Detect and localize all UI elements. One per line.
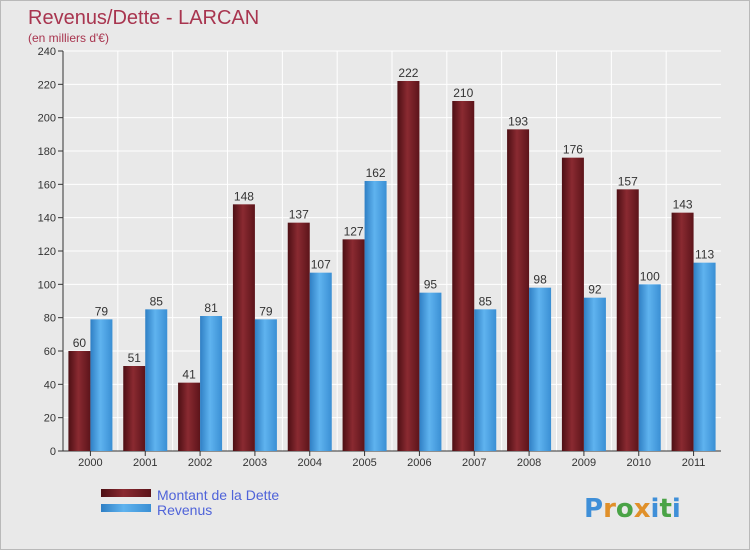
data-label-revenus-2003: 79 bbox=[259, 304, 273, 318]
data-label-revenus-2005: 162 bbox=[366, 166, 386, 180]
bar-dette-2009 bbox=[561, 157, 584, 451]
bar-revenus-2006 bbox=[419, 292, 442, 451]
y-tick-label: 0 bbox=[50, 446, 56, 458]
bar-revenus-2009 bbox=[583, 297, 606, 451]
data-label-revenus-2000: 79 bbox=[95, 304, 109, 318]
axes: 0 20 40 60 80 100 120 140 160 180 200 220 240 2000 200… bbox=[38, 46, 721, 469]
y-tick-label: 180 bbox=[38, 146, 56, 158]
bar-dette-2000 bbox=[68, 351, 91, 451]
y-tick-label: 200 bbox=[38, 113, 56, 125]
logo-text: Proxiti bbox=[584, 494, 681, 524]
bar-revenus-2003 bbox=[254, 319, 277, 451]
data-label-dette-2005: 127 bbox=[344, 224, 364, 238]
bar-dette-2005 bbox=[342, 239, 365, 451]
bar-dette-2002 bbox=[178, 382, 201, 451]
data-label-revenus-2010: 100 bbox=[640, 269, 660, 283]
logo-letter: t bbox=[659, 494, 671, 524]
logo-letter: P bbox=[584, 494, 603, 524]
data-label-dette-2008: 193 bbox=[508, 114, 528, 128]
proxiti-logo: Proxiti bbox=[584, 494, 681, 524]
x-tick-label: 2004 bbox=[298, 457, 322, 469]
grid bbox=[63, 50, 721, 452]
data-label-revenus-2007: 85 bbox=[479, 294, 493, 308]
data-label-dette-2007: 210 bbox=[453, 86, 473, 100]
y-tick-label: 80 bbox=[44, 313, 56, 325]
bar-revenus-2007 bbox=[474, 309, 497, 451]
x-tick-label: 2011 bbox=[682, 457, 706, 469]
bar-dette-2003 bbox=[232, 204, 255, 451]
logo-letter: o bbox=[616, 494, 634, 524]
data-label-revenus-2008: 98 bbox=[533, 273, 547, 287]
x-tick-label: 2006 bbox=[407, 457, 431, 469]
bar-revenus-2002 bbox=[200, 316, 223, 451]
data-label-revenus-2004: 107 bbox=[311, 258, 331, 272]
bar-dette-2007 bbox=[452, 101, 475, 451]
data-labels: 60 79 51 85 41 81 148 79 137 107 127 162 222 95 210 85 1… bbox=[73, 66, 715, 382]
x-tick-label: 2009 bbox=[572, 457, 596, 469]
data-label-revenus-2009: 92 bbox=[588, 283, 602, 297]
legend-label-revenus: Revenus bbox=[157, 502, 212, 518]
logo-letter: x bbox=[634, 494, 651, 524]
data-label-dette-2003: 148 bbox=[234, 189, 254, 203]
data-label-dette-2006: 222 bbox=[398, 66, 418, 80]
data-label-dette-2004: 137 bbox=[289, 208, 309, 222]
x-tick-label: 2008 bbox=[517, 457, 541, 469]
data-label-dette-2002: 41 bbox=[182, 368, 196, 382]
data-label-dette-2010: 157 bbox=[618, 174, 638, 188]
bar-revenus-2010 bbox=[638, 284, 661, 451]
data-label-dette-2001: 51 bbox=[128, 351, 142, 365]
bar-dette-2008 bbox=[507, 129, 530, 452]
bar-revenus-2011 bbox=[693, 262, 716, 451]
data-label-revenus-2006: 95 bbox=[424, 278, 438, 292]
bar-dette-2011 bbox=[671, 212, 694, 451]
bar-dette-2006 bbox=[397, 81, 420, 451]
data-label-dette-2009: 176 bbox=[563, 143, 583, 157]
bar-revenus-2000 bbox=[90, 319, 113, 451]
data-label-revenus-2002: 81 bbox=[204, 301, 218, 315]
logo-letter: r bbox=[603, 494, 616, 524]
y-tick-label: 60 bbox=[44, 346, 56, 358]
y-tick-label: 40 bbox=[44, 379, 56, 391]
x-tick-label: 2007 bbox=[462, 457, 486, 469]
legend-label-dette: Montant de la Dette bbox=[157, 487, 279, 503]
x-tick-label: 2002 bbox=[188, 457, 212, 469]
bar-dette-2001 bbox=[123, 366, 146, 451]
y-tick-label: 240 bbox=[38, 46, 56, 58]
y-tick-label: 20 bbox=[44, 413, 56, 425]
x-tick-label: 2010 bbox=[627, 457, 651, 469]
y-tick-label: 220 bbox=[38, 79, 56, 91]
y-tick-label: 160 bbox=[38, 179, 56, 191]
x-tick-label: 2001 bbox=[133, 457, 157, 469]
logo-letter: i bbox=[651, 494, 660, 524]
bar-dette-2004 bbox=[287, 222, 310, 451]
bar-revenus-2001 bbox=[145, 309, 168, 451]
bars bbox=[68, 81, 716, 452]
data-label-dette-2011: 143 bbox=[673, 198, 693, 212]
logo-letter: i bbox=[672, 494, 681, 524]
data-label-revenus-2001: 85 bbox=[150, 294, 164, 308]
data-label-revenus-2011: 113 bbox=[695, 248, 714, 262]
data-label-dette-2000: 60 bbox=[73, 336, 87, 350]
bar-dette-2010 bbox=[616, 189, 639, 452]
legend: Montant de la Dette Revenus bbox=[101, 487, 279, 518]
chart-subtitle: (en milliers d'€) bbox=[28, 31, 109, 45]
y-tick-label: 120 bbox=[38, 246, 56, 258]
x-tick-label: 2005 bbox=[352, 457, 376, 469]
x-tick-label: 2000 bbox=[78, 457, 102, 469]
bar-revenus-2004 bbox=[309, 272, 332, 451]
x-tick-label: 2003 bbox=[243, 457, 267, 469]
y-tick-label: 100 bbox=[38, 279, 56, 291]
legend-swatch-revenus bbox=[101, 504, 151, 512]
bar-revenus-2008 bbox=[529, 287, 552, 451]
chart-title: Revenus/Dette - LARCAN bbox=[28, 7, 259, 29]
y-tick-label: 140 bbox=[38, 213, 56, 225]
legend-swatch-dette bbox=[101, 489, 151, 497]
bar-revenus-2005 bbox=[364, 181, 387, 451]
